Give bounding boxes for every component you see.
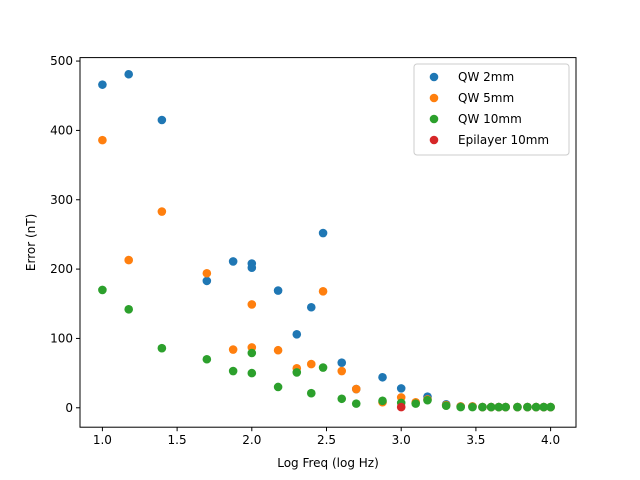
data-point-2-16 (423, 395, 432, 405)
data-point-1-5 (247, 300, 257, 309)
legend-label: Epilayer 10mm (458, 133, 549, 147)
data-point-3-0 (396, 402, 406, 412)
x-tick-label: 3.0 (392, 433, 411, 447)
data-point-2-25 (523, 402, 532, 412)
data-point-0-7 (273, 286, 283, 295)
legend-marker (429, 93, 439, 103)
y-tick-label: 0 (65, 401, 73, 415)
data-point-2-28 (546, 402, 555, 412)
data-point-1-3 (202, 268, 212, 278)
data-point-1-4 (228, 345, 238, 354)
data-point-0-0 (98, 80, 107, 89)
x-tick-label: 1.5 (168, 433, 187, 447)
y-tick-label: 300 (50, 193, 73, 207)
data-points (98, 69, 555, 412)
x-tick-label: 3.5 (466, 433, 485, 447)
data-point-0-4 (228, 257, 238, 266)
data-point-2-23 (501, 402, 510, 412)
data-point-0-1 (124, 69, 133, 79)
data-point-0-2 (157, 115, 167, 125)
data-point-2-20 (478, 402, 487, 412)
data-point-1-2 (157, 207, 167, 216)
data-point-1-11 (337, 366, 347, 376)
x-tick-label: 1.0 (93, 433, 112, 447)
data-point-2-11 (337, 394, 347, 404)
data-point-2-10 (318, 363, 328, 372)
legend-label: QW 5mm (458, 91, 514, 105)
data-point-2-1 (124, 305, 133, 314)
data-point-0-11 (337, 358, 347, 368)
data-point-2-24 (513, 402, 522, 412)
data-point-2-6 (247, 368, 257, 378)
data-point-2-21 (486, 402, 496, 412)
data-point-2-17 (441, 401, 451, 411)
y-tick-label: 200 (50, 262, 73, 276)
data-point-2-8 (292, 368, 302, 377)
legend-marker (429, 72, 439, 82)
data-point-2-5 (247, 348, 257, 358)
data-point-1-10 (318, 286, 328, 296)
x-tick-label: 2.0 (242, 433, 261, 447)
legend-marker (429, 114, 439, 124)
data-point-2-19 (468, 402, 477, 412)
data-point-2-7 (273, 382, 283, 392)
data-point-0-3 (202, 276, 212, 286)
y-axis-label: Error (nT) (24, 214, 38, 271)
x-tick-label: 2.5 (317, 433, 336, 447)
legend-label: QW 10mm (458, 112, 522, 126)
data-point-1-0 (98, 135, 107, 145)
plot-frame (79, 57, 577, 428)
data-point-0-13 (378, 372, 387, 382)
data-point-0-8 (292, 329, 302, 339)
data-point-2-0 (98, 285, 107, 295)
data-point-2-18 (456, 402, 465, 412)
legend-marker (429, 135, 439, 145)
data-point-2-15 (411, 399, 421, 408)
data-point-2-2 (157, 343, 167, 353)
x-axis-label: Log Freq (log Hz) (277, 456, 379, 470)
x-tick-label: 4.0 (541, 433, 560, 447)
data-point-2-13 (378, 396, 387, 406)
data-point-1-9 (306, 359, 316, 369)
data-point-2-22 (494, 402, 504, 412)
x-axis-ticks: 1.0 1.5 2.0 2.5 3.0 3.5 4.0 (93, 427, 560, 447)
data-point-1-12 (351, 384, 361, 394)
data-point-2-12 (351, 399, 361, 408)
y-axis-ticks: 0 100 200 300 400 500 (50, 54, 80, 415)
data-point-2-4 (228, 366, 238, 376)
data-point-0-14 (396, 384, 406, 393)
y-tick-label: 100 (50, 331, 73, 345)
data-point-2-3 (202, 354, 212, 364)
legend-box (413, 63, 570, 156)
data-point-2-9 (306, 388, 316, 398)
legend: QW 2mm QW 5mm QW 10mm Epilayer 10mm (413, 63, 570, 156)
data-point-0-6 (247, 263, 257, 273)
data-point-2-27 (539, 402, 549, 412)
data-point-2-26 (531, 402, 541, 412)
data-point-1-1 (124, 255, 133, 265)
legend-label: QW 2mm (458, 70, 514, 84)
data-point-0-9 (306, 302, 316, 312)
y-tick-label: 500 (50, 54, 73, 68)
y-tick-label: 400 (50, 123, 73, 137)
data-point-0-10 (318, 228, 328, 238)
data-point-1-7 (273, 345, 283, 355)
